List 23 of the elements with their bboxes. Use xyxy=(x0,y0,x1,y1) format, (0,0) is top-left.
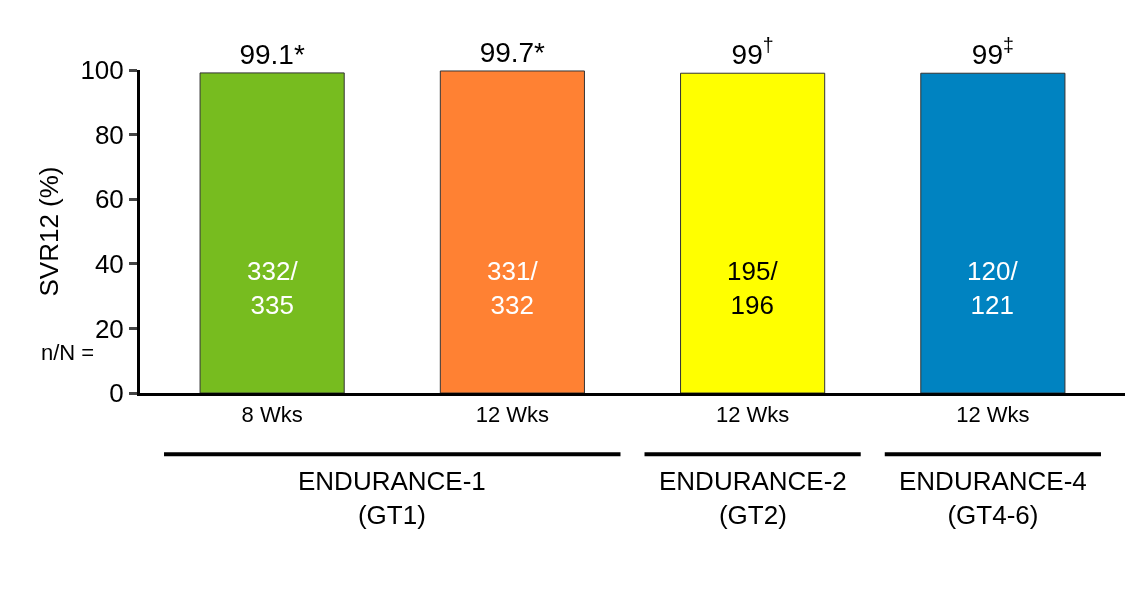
y-tick-label: 60 xyxy=(94,184,124,215)
annotation: 195/ 196 xyxy=(727,256,779,320)
data-label: 99$^{†}$ xyxy=(731,34,774,71)
y-tick-label: 0 xyxy=(109,378,124,409)
text: ENDURANCE-2 (GT2) xyxy=(659,466,847,530)
annotation: 332/ 335 xyxy=(247,256,299,320)
data-label: 99.1* xyxy=(239,38,305,70)
x-tick-label: 12 Wks xyxy=(715,402,790,428)
x-tick-label: 12 Wks xyxy=(475,402,550,428)
y-tick-label: 20 xyxy=(94,313,124,344)
y-tick-label: 40 xyxy=(94,248,124,279)
y-axis-title: SVR12 (%) xyxy=(33,166,64,297)
data-label: 99.7* xyxy=(479,36,546,68)
x-tick-label: 12 Wks xyxy=(956,402,1030,428)
text: n/N = xyxy=(41,340,95,365)
y-tick-label: 100 xyxy=(80,55,124,86)
data-label: 99$^{‡}$ xyxy=(971,34,1014,71)
text: ENDURANCE-4 (GT4-6) xyxy=(899,466,1087,530)
x-tick-label: 8 Wks xyxy=(241,402,303,428)
text: ENDURANCE-1 (GT1) xyxy=(298,466,486,530)
y-tick-label: 80 xyxy=(94,119,124,150)
annotation: 331/ 332 xyxy=(487,256,539,320)
annotation: 120/ 121 xyxy=(967,256,1019,320)
